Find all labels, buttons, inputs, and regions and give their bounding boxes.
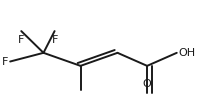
Text: O: O bbox=[143, 79, 151, 89]
Text: F: F bbox=[2, 57, 8, 67]
Text: OH: OH bbox=[179, 48, 196, 58]
Text: F: F bbox=[18, 35, 25, 45]
Text: F: F bbox=[51, 35, 58, 45]
